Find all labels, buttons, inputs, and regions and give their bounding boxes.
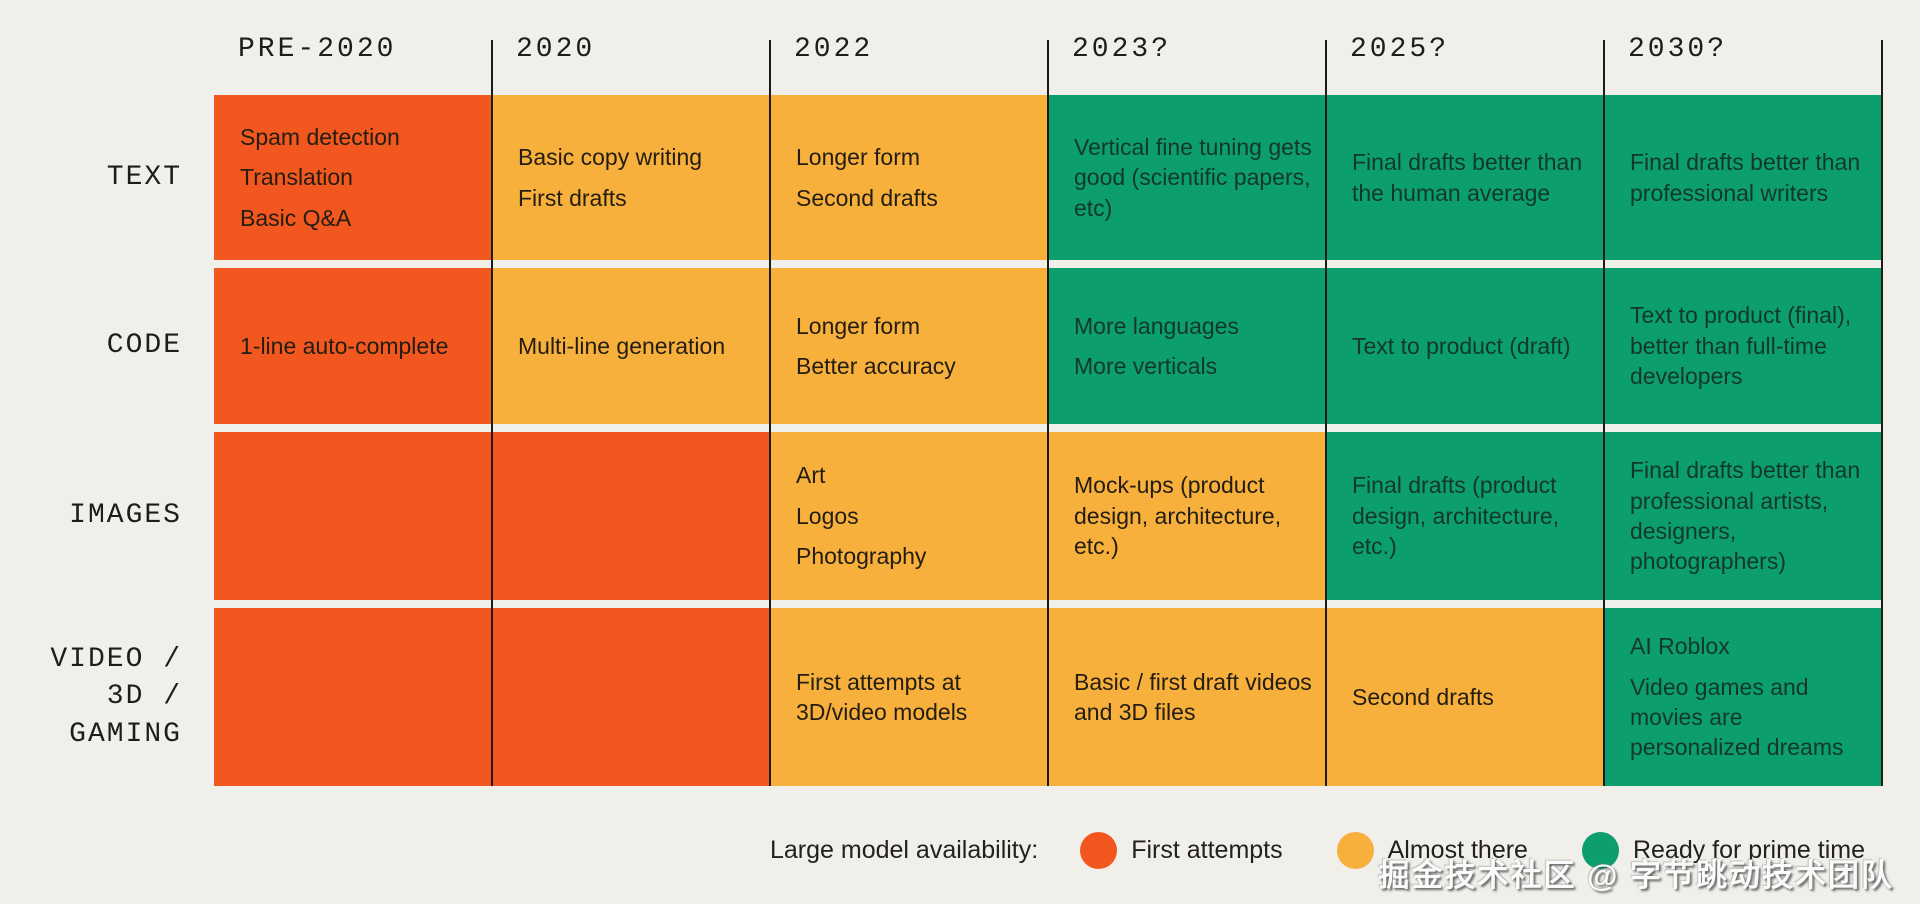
ready-for-prime-time-dot-icon <box>1581 831 1619 869</box>
row-label-code: CODE <box>0 268 182 424</box>
cell-video-2020 <box>492 608 770 786</box>
legend: Large model availability: First attempts… <box>770 818 1865 882</box>
cell-line: Mock-ups (product design, architecture, … <box>1074 472 1282 560</box>
cell-line: Logos <box>796 502 859 529</box>
cell-text-2020: Basic copy writing First drafts <box>492 95 770 260</box>
legend-label-ready-for-prime-time: Ready for prime time <box>1632 835 1865 864</box>
cell-line: Basic / first draft videos and 3D files <box>1074 668 1312 725</box>
cell-line: First attempts at 3D/video models <box>796 668 968 725</box>
cell-video-2023: Basic / first draft videos and 3D files <box>1048 608 1326 786</box>
grid-line <box>1881 40 1883 786</box>
cell-text-2030: Final drafts better than professional wr… <box>1604 95 1882 260</box>
cell-line: Translation <box>240 164 353 191</box>
cell-images-2020 <box>492 432 770 600</box>
cell-code-pre2020: 1-line auto-complete <box>214 268 492 424</box>
grid-line <box>1047 40 1049 786</box>
cell-video-2030: AI Roblox Video games and movies are per… <box>1604 608 1882 786</box>
cell-text-2023: Vertical fine tuning gets good (scientif… <box>1048 95 1326 260</box>
row-label-line: VIDEO / <box>50 643 182 675</box>
cell-video-2025: Second drafts <box>1326 608 1604 786</box>
cell-code-2022: Longer form Better accuracy <box>770 268 1048 424</box>
column-header-2020: 2020 <box>516 34 596 65</box>
column-header-pre-2020: PRE-2020 <box>238 34 397 65</box>
cell-text-2022: Longer form Second drafts <box>770 95 1048 260</box>
column-header-2030: 2030? <box>1628 34 1728 65</box>
row-label-line: 3D / <box>106 681 182 713</box>
cell-line: First drafts <box>518 184 627 211</box>
cell-line: Multi-line generation <box>518 332 726 359</box>
cell-line: Video games and movies are personalized … <box>1630 673 1844 761</box>
cell-text-pre2020: Spam detection Translation Basic Q&A <box>214 95 492 260</box>
legend-label-almost-there: Almost there <box>1387 835 1528 864</box>
cell-images-2023: Mock-ups (product design, architecture, … <box>1048 432 1326 600</box>
cell-line: Art <box>796 462 826 489</box>
column-header-2023: 2023? <box>1072 34 1172 65</box>
column-header-2022: 2022 <box>794 34 874 65</box>
cell-code-2020: Multi-line generation <box>492 268 770 424</box>
grid-line <box>1603 40 1605 786</box>
row-label-text: TEXT <box>0 95 182 260</box>
cell-line: Text to product (draft) <box>1352 332 1571 359</box>
cell-video-pre2020 <box>214 608 492 786</box>
row-label-line: GAMING <box>69 718 182 750</box>
cell-line: Text to product (final), better than ful… <box>1630 302 1852 390</box>
cell-code-2030: Text to product (final), better than ful… <box>1604 268 1882 424</box>
cell-line: Spam detection <box>240 123 400 150</box>
cell-line: Second drafts <box>796 184 938 211</box>
column-header-2025: 2025? <box>1350 34 1450 65</box>
row-label-video-3d-gaming: VIDEO / 3D / GAMING <box>0 608 182 786</box>
cell-line: AI Roblox <box>1630 633 1730 660</box>
legend-label-first-attempts: First attempts <box>1131 835 1283 864</box>
cell-line: Final drafts better than professional ar… <box>1630 457 1861 575</box>
grid-line <box>491 40 493 786</box>
row-label-images: IMAGES <box>0 432 182 600</box>
cell-images-2022: Art Logos Photography <box>770 432 1048 600</box>
cell-line: Basic Q&A <box>240 204 352 231</box>
cell-line: Final drafts (product design, architectu… <box>1352 472 1560 560</box>
cell-line: Photography <box>796 543 927 570</box>
row-label-multiline: VIDEO / 3D / GAMING <box>50 641 182 754</box>
cell-line: Final drafts better than the human avera… <box>1352 149 1583 206</box>
grid-line <box>1325 40 1327 786</box>
cell-code-2025: Text to product (draft) <box>1326 268 1604 424</box>
row-label-line: IMAGES <box>69 500 182 532</box>
row-label-line: CODE <box>106 330 182 362</box>
grid-line <box>769 40 771 786</box>
cell-line: More verticals <box>1074 353 1218 379</box>
cell-video-2022: First attempts at 3D/video models <box>770 608 1048 786</box>
cell-line: More languages <box>1074 312 1239 339</box>
cell-line: Final drafts better than professional wr… <box>1630 149 1861 206</box>
cell-line: 1-line auto-complete <box>240 332 449 359</box>
cell-images-pre2020 <box>214 432 492 600</box>
row-label-line: TEXT <box>106 161 182 193</box>
cell-line: Better accuracy <box>796 353 956 379</box>
cell-line: Longer form <box>796 144 921 171</box>
cell-line: Longer form <box>796 312 921 339</box>
cell-images-2030: Final drafts better than professional ar… <box>1604 432 1882 600</box>
watermark-text: 掘金技术社区 @ 字节跳动技术团队 <box>1378 858 1894 893</box>
cell-line: Basic copy writing <box>518 144 703 171</box>
cell-text-2025: Final drafts better than the human avera… <box>1326 95 1604 260</box>
legend-title: Large model availability: <box>770 835 1039 864</box>
first-attempts-dot-icon <box>1080 831 1118 869</box>
cell-line: Second drafts <box>1352 683 1494 710</box>
cell-code-2023: More languages More verticals <box>1048 268 1326 424</box>
cell-line: Vertical fine tuning gets good (scientif… <box>1074 133 1312 221</box>
almost-there-dot-icon <box>1336 831 1374 869</box>
cell-images-2025: Final drafts (product design, architectu… <box>1326 432 1604 600</box>
